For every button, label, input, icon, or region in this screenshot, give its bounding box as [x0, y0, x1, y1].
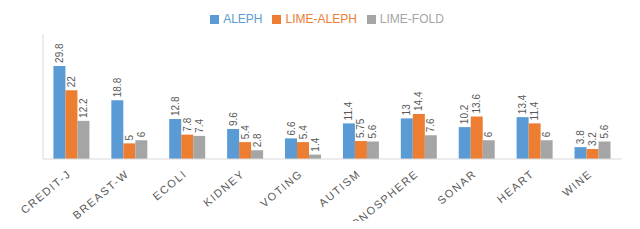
svg-text:7.4: 7.4 — [194, 119, 205, 133]
svg-text:13: 13 — [401, 104, 412, 116]
svg-text:2.8: 2.8 — [252, 133, 263, 147]
svg-text:6: 6 — [483, 131, 494, 137]
svg-text:5.75: 5.75 — [355, 118, 366, 138]
svg-text:5.6: 5.6 — [367, 124, 378, 138]
svg-text:6: 6 — [136, 131, 147, 137]
svg-text:KIDNEY: KIDNEY — [201, 167, 247, 208]
svg-text:BREAST-W: BREAST-W — [70, 167, 131, 221]
svg-text:7.8: 7.8 — [182, 117, 193, 131]
svg-text:12.2: 12.2 — [78, 98, 89, 118]
svg-text:VOTING: VOTING — [258, 167, 305, 209]
svg-text:CREDIT-J: CREDIT-J — [18, 167, 73, 216]
svg-text:IONOSPHERE: IONOSPHERE — [345, 167, 420, 221]
svg-text:3.2: 3.2 — [587, 132, 598, 146]
svg-text:10.2: 10.2 — [459, 104, 470, 124]
svg-text:18.8: 18.8 — [112, 77, 123, 97]
svg-text:HEART: HEART — [495, 167, 537, 205]
svg-text:13.6: 13.6 — [471, 94, 482, 114]
html-text:ALEPH: ALEPH — [223, 12, 263, 26]
svg-text:WINE: WINE — [560, 167, 594, 199]
svg-text:29.8: 29.8 — [54, 43, 65, 63]
svg-text:5.4: 5.4 — [240, 125, 251, 139]
svg-text:14.4: 14.4 — [413, 91, 424, 111]
svg-text:5.4: 5.4 — [298, 125, 309, 139]
html-text:LIME-FOLD: LIME-FOLD — [379, 12, 444, 26]
svg-text:5: 5 — [124, 134, 135, 140]
svg-text:6.6: 6.6 — [286, 121, 297, 135]
svg-text:22: 22 — [66, 76, 77, 88]
svg-text:9.6: 9.6 — [228, 112, 239, 126]
svg-text:5.6: 5.6 — [599, 124, 610, 138]
svg-text:AUTISM: AUTISM — [316, 167, 362, 209]
svg-text:13.4: 13.4 — [517, 94, 528, 114]
svg-text:12.8: 12.8 — [170, 96, 181, 116]
html-text:LIME-ALEPH: LIME-ALEPH — [285, 12, 357, 26]
svg-text:3.8: 3.8 — [575, 130, 586, 144]
svg-text:ECOLI: ECOLI — [150, 167, 189, 202]
svg-text:6: 6 — [541, 131, 552, 137]
svg-text:SONAR: SONAR — [435, 167, 478, 206]
svg-text:11.4: 11.4 — [529, 101, 540, 120]
svg-text:1.4: 1.4 — [310, 137, 321, 151]
svg-text:11.4: 11.4 — [343, 101, 354, 120]
svg-text:7.6: 7.6 — [425, 118, 436, 132]
